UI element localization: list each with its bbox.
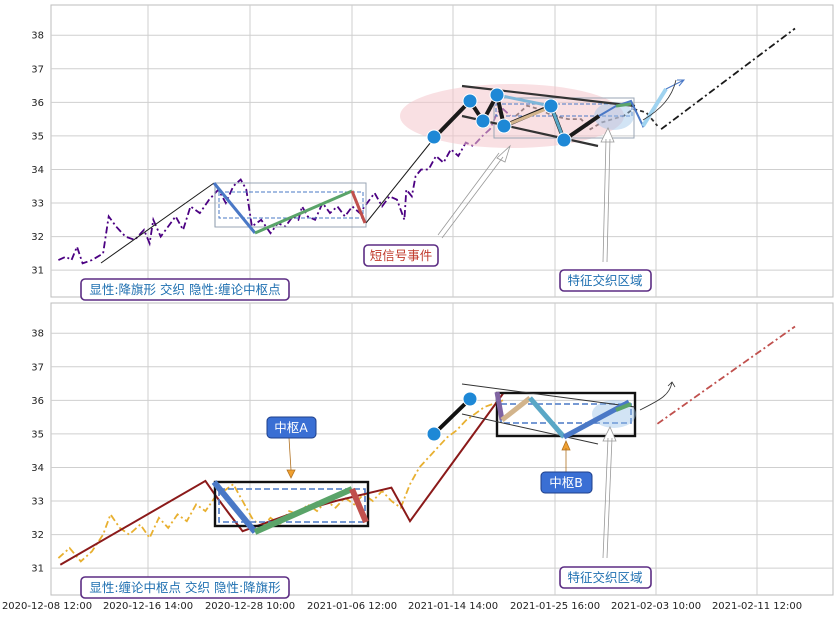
label-pivot-b: 中枢B [549, 475, 583, 490]
pivot-point [489, 87, 505, 103]
pivot-b-light [528, 396, 566, 439]
x-axis-tick-labels: 2020-12-08 12:00 2020-12-16 14:00 2020-12-… [2, 601, 802, 612]
label-box-pivot-a [266, 416, 317, 439]
pivot-b-arrow [561, 440, 571, 472]
y-tick-label: 37 [31, 362, 44, 373]
pivot-point [496, 118, 512, 134]
bottom-panel-overlays [211, 381, 676, 559]
label-box-signal [363, 244, 439, 267]
caption-bottom: 显性:缠论中枢点 交织 隐性:降旗形 [89, 580, 281, 595]
interweave-arrow-bottom [602, 426, 617, 559]
label-interweave-bottom: 特征交织区域 [567, 570, 642, 585]
y-tick-label: 33 [31, 497, 44, 508]
pivot-point [426, 426, 442, 442]
label-box-interweave-top [559, 269, 652, 292]
flag-trendline-upper [461, 84, 636, 108]
label-pivot-a: 中枢A [274, 420, 308, 435]
entry-stroke [432, 397, 472, 436]
top-plot-axes: 31 32 33 34 35 36 37 38 [31, 4, 834, 298]
y-tick-label: 31 [31, 564, 44, 575]
y-tick-label: 37 [31, 64, 44, 75]
y-tick-label: 35 [31, 131, 44, 142]
y-tick-label: 35 [31, 429, 44, 440]
y-tick-label: 36 [31, 98, 44, 109]
bottom-plot-frame [50, 302, 834, 596]
pivot-box-a-inner [218, 488, 366, 523]
pivot-a-arrow [286, 437, 296, 479]
series-line [656, 325, 796, 425]
y-tick-label: 38 [31, 31, 44, 42]
label-box-pivot-b [540, 471, 593, 494]
y-tick-label: 33 [31, 199, 44, 210]
interweave-zone [594, 102, 634, 130]
tail-stroke-green [615, 102, 632, 108]
x-tick-label: 2020-12-08 12:00 [2, 601, 92, 612]
signal-arrow [437, 144, 511, 239]
caption-top: 显性:降旗形 交织 隐性:缠论中枢点 [89, 282, 280, 297]
y-tick-label: 34 [31, 165, 44, 176]
series-line [58, 107, 512, 265]
x-tick-label: 2020-12-16 14:00 [103, 601, 193, 612]
pivot-b-purple [494, 391, 505, 421]
label-interweave-top: 特征交织区域 [567, 273, 642, 288]
stroke-seg-green [253, 486, 354, 535]
stroke-seg-green [254, 189, 353, 235]
flag-trendline-upper [461, 383, 636, 408]
trend-line-mid [365, 136, 436, 224]
x-tick-label: 2021-02-11 12:00 [712, 601, 802, 612]
x-tick-label: 2021-01-25 16:00 [510, 601, 600, 612]
pivot-zigzag-light [496, 93, 552, 108]
stroke-seg-red [350, 190, 367, 224]
top-panel-overlays [100, 79, 686, 264]
caption-box-top [80, 278, 290, 301]
consolidation-box-1 [214, 182, 367, 228]
pivot-box-a [213, 480, 370, 528]
consolidation-box-2-inner [495, 103, 633, 117]
flag-trendline-lower [461, 413, 599, 445]
x-tick-label: 2021-01-06 12:00 [307, 601, 397, 612]
label-boxes: 短信号事件 特征交织区域 显性:降旗形 交织 隐性:缠论中枢点 中枢A 中枢B … [80, 244, 652, 599]
y-tick-label: 38 [31, 329, 44, 340]
tail-arrow [639, 381, 676, 411]
pivot-point [426, 129, 442, 145]
y-tick-label: 32 [31, 232, 44, 243]
x-tick-label: 2020-12-28 10:00 [205, 601, 295, 612]
pivot-point [556, 132, 572, 148]
interweave-arrow-top [600, 127, 615, 263]
swoosh-curve [642, 79, 677, 121]
caption-box-bottom [80, 576, 290, 599]
stroke-seg-blue [211, 480, 258, 534]
label-box-interweave-bottom [559, 566, 652, 589]
x-tick-label: 2021-01-14 14:00 [408, 601, 498, 612]
tail-stroke-cyan [641, 87, 668, 128]
series-line [660, 27, 796, 130]
pivot-b-tan [500, 396, 532, 422]
series-line [57, 399, 504, 563]
pivot-zigzag-tan [503, 105, 552, 128]
pivot-point [462, 93, 478, 109]
trend-line-in [100, 182, 215, 264]
pivot-point [462, 391, 478, 407]
pivot-b-green [615, 402, 632, 412]
stroke-seg-red [349, 487, 369, 524]
stroke-seg-blue [212, 182, 257, 234]
x-tick-label: 2021-02-03 10:00 [611, 601, 701, 612]
pivot-point [475, 113, 491, 129]
y-tick-label: 36 [31, 396, 44, 407]
pivot-point [543, 98, 559, 114]
bottom-plot-axes: 31 32 33 34 35 36 37 38 [31, 302, 834, 596]
y-tick-label: 34 [31, 463, 44, 474]
y-tick-label: 32 [31, 530, 44, 541]
y-tick-label: 31 [31, 266, 44, 277]
top-plot-frame [50, 4, 834, 298]
label-signal-event: 短信号事件 [370, 248, 433, 263]
